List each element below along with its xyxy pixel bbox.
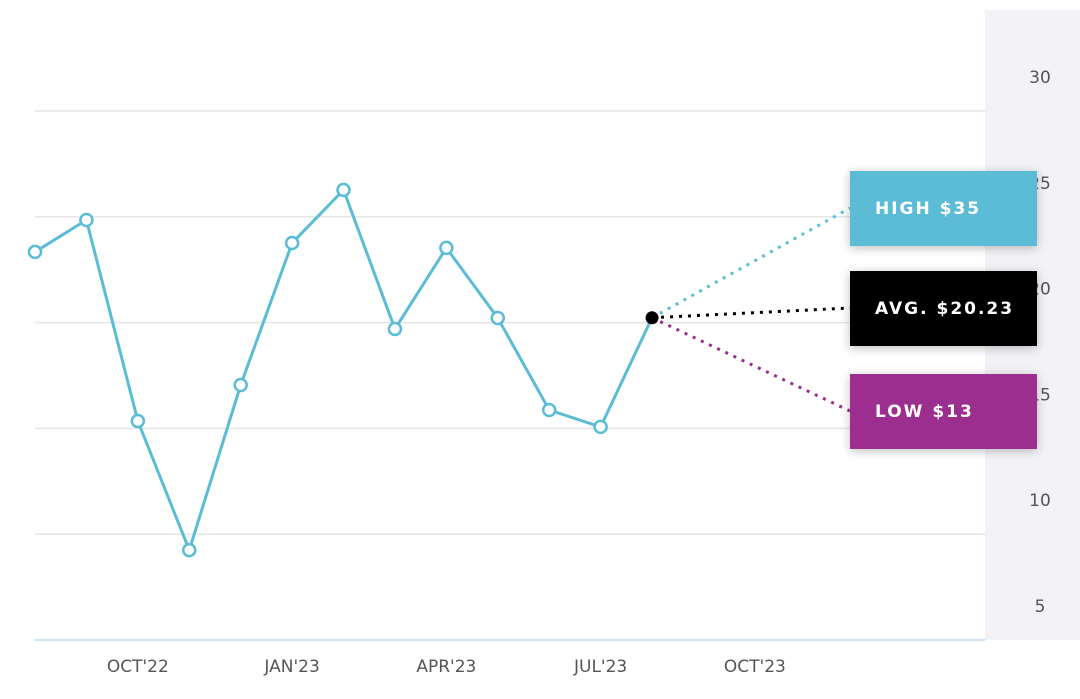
y-tick-label: 30 xyxy=(1029,68,1051,88)
point xyxy=(233,377,248,393)
forecast-connector xyxy=(651,316,851,413)
point xyxy=(387,321,403,337)
x-tick-label: JUL'23 xyxy=(573,657,627,677)
point xyxy=(130,413,146,429)
forecast-connector xyxy=(651,206,851,320)
x-tick-label: OCT'23 xyxy=(724,657,786,677)
y-tick-label: 5 xyxy=(1035,597,1046,617)
forecast-box xyxy=(850,271,1037,346)
point xyxy=(541,402,557,418)
point xyxy=(490,310,506,326)
x-tick-label: APR'23 xyxy=(416,657,476,677)
point xyxy=(593,419,608,435)
forecast-box xyxy=(850,374,1037,449)
x-tick-label: JAN'23 xyxy=(263,657,319,677)
forecast-label: AVG. $20.23 xyxy=(875,299,1014,319)
point xyxy=(27,244,43,260)
forecast-box xyxy=(850,171,1037,246)
point xyxy=(645,311,659,325)
line xyxy=(34,188,654,552)
y-tick-label: 10 xyxy=(1029,491,1051,511)
forecast-label: LOW $13 xyxy=(875,402,974,422)
point xyxy=(439,240,454,256)
point xyxy=(284,235,300,251)
point xyxy=(336,182,351,198)
x-tick-label: OCT'22 xyxy=(107,657,169,677)
point xyxy=(182,542,197,558)
point xyxy=(79,212,94,228)
forecast-connector xyxy=(651,306,851,320)
forecast-label: HIGH $35 xyxy=(875,199,981,219)
